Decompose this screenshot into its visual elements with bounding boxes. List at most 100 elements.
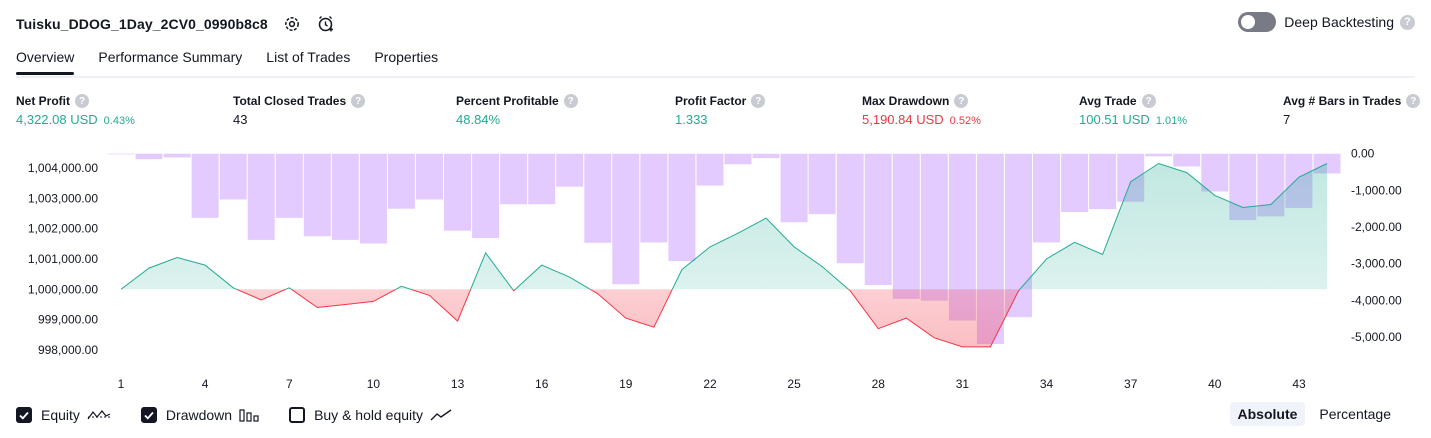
drawdown-bar xyxy=(387,153,415,209)
x-axis-tick-label: 13 xyxy=(451,377,465,391)
equity-line-negative xyxy=(121,289,1021,348)
x-axis-tick-label: 4 xyxy=(202,377,209,391)
drawdown-bar xyxy=(1033,153,1060,243)
stat-percent-profitable: Percent Profitable? 48.84% xyxy=(456,92,578,130)
equity-checkbox[interactable]: Equity xyxy=(16,407,111,423)
stat-net-profit: Net Profit? 4,322.08 USD 0.43% xyxy=(16,92,135,130)
tab-performance-summary[interactable]: Performance Summary xyxy=(98,49,243,65)
tab-overview[interactable]: Overview xyxy=(16,46,75,75)
deep-backtesting-label: Deep Backtesting xyxy=(1284,14,1394,30)
help-icon[interactable]: ? xyxy=(351,94,366,108)
equity-label: Equity xyxy=(41,407,80,423)
deep-backtesting-help-icon[interactable]: ? xyxy=(1400,14,1415,30)
equity-wave-icon xyxy=(87,408,111,422)
stat-value: 1.333 xyxy=(675,112,708,127)
absolute-button[interactable]: Absolute xyxy=(1229,402,1306,426)
drawdown-bar xyxy=(1173,153,1201,167)
drawdown-bar xyxy=(247,153,275,240)
left-axis-tick-label: 1,004,000.00 xyxy=(28,161,98,175)
help-icon[interactable]: ? xyxy=(751,94,766,108)
stat-value: 5,190.84 USD xyxy=(862,112,944,127)
x-axis-tick-label: 31 xyxy=(956,377,970,391)
drawdown-bar xyxy=(556,153,584,187)
drawdown-bar xyxy=(500,153,528,205)
stat-label: Profit Factor xyxy=(675,94,747,108)
drawdown-bar xyxy=(892,153,920,299)
tab-properties[interactable]: Properties xyxy=(374,49,439,65)
x-axis-tick-label: 28 xyxy=(872,377,886,391)
right-axis-tick-label: -4,000.00 xyxy=(1351,293,1402,307)
stat-avg-trade: Avg Trade? 100.51 USD 1.01% xyxy=(1079,92,1187,130)
drawdown-bars xyxy=(107,153,1341,344)
right-axis-tick-label: -3,000.00 xyxy=(1351,257,1402,271)
x-axis-tick-label: 37 xyxy=(1124,377,1138,391)
left-axis-tick-label: 1,002,000.00 xyxy=(28,222,98,236)
deep-backtesting-toggle[interactable] xyxy=(1238,12,1277,32)
x-axis: 1 4 7 10 13 16 19 22 25 28 31 34 37 40 43 xyxy=(118,377,1306,391)
add-alert-icon[interactable] xyxy=(316,14,336,34)
stat-value: 100.51 USD xyxy=(1079,112,1150,127)
buyhold-line-icon xyxy=(430,408,452,422)
stat-label: Avg Trade xyxy=(1079,94,1137,108)
stat-profit-factor: Profit Factor? 1.333 xyxy=(675,92,766,130)
percentage-button[interactable]: Percentage xyxy=(1319,406,1391,422)
stat-max-drawdown: Max Drawdown? 5,190.84 USD 0.52% xyxy=(862,92,981,130)
x-axis-tick-label: 16 xyxy=(535,377,549,391)
equity-line-positive xyxy=(120,162,1328,290)
deep-backtesting: Deep Backtesting ? xyxy=(1238,12,1415,32)
help-icon[interactable]: ? xyxy=(563,94,578,108)
stat-label: Net Profit xyxy=(16,94,70,108)
stat-label: Total Closed Trades xyxy=(233,94,347,108)
drawdown-bar xyxy=(472,153,500,238)
drawdown-bar xyxy=(191,153,219,218)
x-axis-tick-label: 22 xyxy=(703,377,717,391)
x-axis-tick-label: 40 xyxy=(1208,377,1222,391)
drawdown-bar xyxy=(668,153,696,262)
drawdown-bar xyxy=(163,153,191,158)
equity-drawdown-chart: 1,004,000.00 1,003,000.00 1,002,000.00 1,00… xyxy=(28,147,1402,391)
drawdown-bar xyxy=(1145,153,1173,157)
checkbox-checked-icon[interactable] xyxy=(16,407,32,423)
help-icon[interactable]: ? xyxy=(75,94,89,108)
strategy-name: Tuisku_DDOG_1Day_2CV0_0990b8c8 xyxy=(16,16,268,32)
display-mode-switch: Absolute Percentage xyxy=(1224,402,1400,426)
drawdown-bar xyxy=(219,153,247,200)
stat-label: Percent Profitable xyxy=(456,94,559,108)
drawdown-bar xyxy=(107,153,135,155)
stat-value: 43 xyxy=(233,112,248,127)
stat-value: 48.84% xyxy=(456,112,501,127)
help-icon[interactable]: ? xyxy=(1406,94,1421,108)
checkbox-unchecked-icon[interactable] xyxy=(289,407,306,423)
left-axis-tick-label: 1,001,000.00 xyxy=(28,252,98,266)
x-axis-tick-label: 10 xyxy=(367,377,381,391)
stat-label: Avg # Bars in Trades xyxy=(1283,94,1402,108)
checkbox-checked-icon[interactable] xyxy=(140,407,157,423)
drawdown-bar xyxy=(640,153,668,243)
buy-hold-equity-checkbox[interactable]: Buy & hold equity xyxy=(289,407,452,423)
drawdown-bar xyxy=(416,153,443,200)
tab-list-of-trades[interactable]: List of Trades xyxy=(266,49,351,65)
equity-negative-area xyxy=(236,289,1020,347)
equity-lines xyxy=(120,162,1328,348)
drawdown-bar xyxy=(1089,153,1117,210)
help-icon[interactable]: ? xyxy=(1141,94,1156,108)
drawdown-bar xyxy=(1201,153,1229,192)
stat-percent: 1.01% xyxy=(1155,115,1188,127)
settings-icon[interactable] xyxy=(282,14,302,34)
stat-total-closed-trades: Total Closed Trades? 43 xyxy=(233,92,366,130)
stat-percent: 0.52% xyxy=(949,115,981,127)
stat-avg-bars-in-trades: Avg # Bars in Trades? 7 xyxy=(1283,92,1421,130)
stat-value: 7 xyxy=(1283,112,1291,127)
drawdown-checkbox[interactable]: Drawdown xyxy=(140,407,259,423)
drawdown-bars-icon xyxy=(239,408,259,422)
stat-label: Max Drawdown xyxy=(862,94,950,108)
right-axis: 0.00 -1,000.00 -2,000.00 -3,000.00 -4,000.00… xyxy=(1351,147,1402,344)
help-icon[interactable]: ? xyxy=(954,94,969,108)
drawdown-bar xyxy=(275,153,303,218)
right-axis-tick-label: -2,000.00 xyxy=(1351,220,1402,234)
drawdown-bar xyxy=(1061,153,1089,212)
drawdown-bar xyxy=(135,153,163,160)
drawdown-bar xyxy=(612,153,640,285)
x-axis-tick-label: 19 xyxy=(619,377,633,391)
drawdown-bar xyxy=(359,153,387,244)
